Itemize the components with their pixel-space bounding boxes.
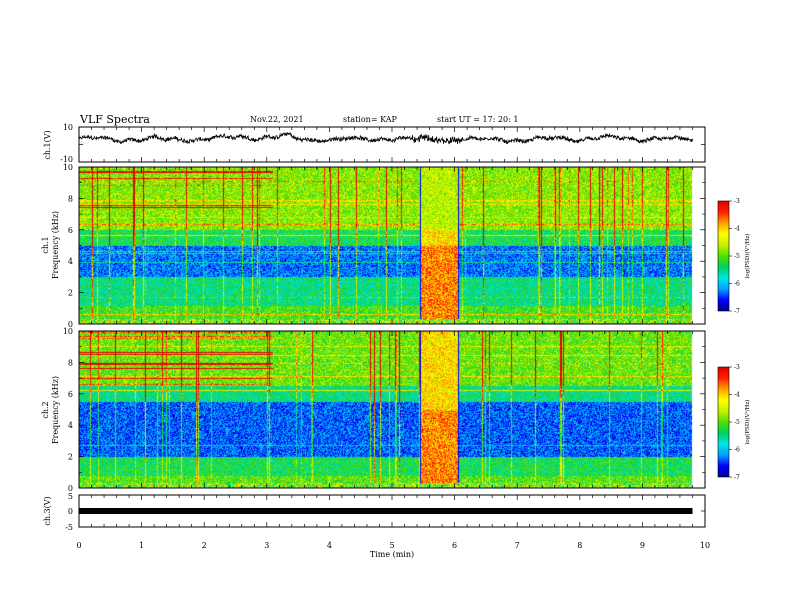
- ch1-colorbar-label: log(PSD)(V²/Hz): [744, 234, 751, 279]
- time-axis-tick-label: 6: [452, 541, 457, 550]
- ch2-colorbar-gradient: [717, 366, 730, 478]
- ch2-spec-ytick-label: 8: [68, 358, 73, 367]
- ch1-ytick-top: 10: [63, 123, 73, 132]
- ch1-spec-ytick-label: 0: [68, 320, 73, 329]
- time-axis-tick-label: 10: [700, 541, 710, 550]
- start-time-label: start UT = 17: 20: 1: [437, 115, 518, 124]
- ch2-spectrogram-panel: 0 2 4 6 8 10 ch.2 Frequency (kHz): [41, 327, 706, 493]
- ch1-spec-ytick-label: 2: [68, 289, 73, 298]
- time-axis-tick-label: 8: [577, 541, 582, 550]
- ch1-ytick-bottom: -10: [60, 155, 73, 164]
- ch2-spectrogram-image: [79, 331, 705, 488]
- time-axis-tick-label: 1: [139, 541, 144, 550]
- ch1-spectrogram-panel: 0 2 4 6 8 10 ch.1 Frequency (kHz): [41, 163, 706, 329]
- ch2-spec-ylabel-frequency: Frequency (kHz): [51, 376, 60, 444]
- ch1-colorbar-tick-label: -3: [734, 198, 740, 205]
- ch3-ylabel: ch.3(V): [43, 496, 52, 525]
- time-axis-tick-label: 2: [202, 541, 207, 550]
- date-label: Nov.22, 2021: [250, 115, 304, 124]
- ch1-colorbar-tick-label: -6: [734, 281, 740, 288]
- ch1-ylabel: ch.1(V): [43, 130, 52, 159]
- ch2-colorbar-tick-label: -7: [734, 474, 740, 481]
- ch2-spec-ylabel-channel: ch.2: [41, 401, 50, 418]
- ch1-colorbar-tick-label: -7: [734, 308, 740, 315]
- ch1-spec-ylabel-channel: ch.1: [41, 236, 50, 253]
- ch1-spec-ylabel-frequency: Frequency (kHz): [51, 211, 60, 279]
- ch1-waveform-panel: 10 -10 ch.1(V): [43, 123, 706, 164]
- ch1-waveform-frame: [78, 126, 706, 163]
- time-axis-tick-label: 9: [640, 541, 645, 550]
- time-axis-label: Time (min): [370, 550, 414, 559]
- ch1-spec-ytick-label: 8: [68, 194, 73, 203]
- ch3-ytick-mid: 0: [68, 507, 73, 516]
- ch2-colorbar-tick-label: -6: [734, 447, 740, 454]
- ch1-spec-ytick-label: 10: [63, 163, 73, 172]
- ch1-colorbar-tick-label: -4: [734, 226, 740, 233]
- station-label: station= KAP: [343, 115, 398, 124]
- ch3-ytick-top: 5: [68, 492, 73, 501]
- ch1-spectrogram-image: [79, 167, 705, 324]
- ch2-colorbar-tick-label: -4: [734, 392, 740, 399]
- time-axis-tick-label: 4: [327, 541, 332, 550]
- ch1-spec-ytick-label: 6: [68, 226, 73, 235]
- ch3-ytick-bottom: -5: [65, 523, 73, 532]
- ch2-colorbar-tick-label: -5: [734, 419, 740, 426]
- time-axis-tick-label: 7: [515, 541, 520, 550]
- ch2-spec-ytick-label: 10: [63, 327, 73, 336]
- time-axis-tick-label: 3: [264, 541, 269, 550]
- ch2-spec-ytick-label: 0: [68, 484, 73, 493]
- time-axis-tick-labels: 0 1 2 3 4 5 6 7 8 9 10: [76, 541, 710, 550]
- ch2-spec-ytick-label: 6: [68, 390, 73, 399]
- ch1-waveform-trace: [78, 132, 693, 145]
- ch2-colorbar: -3 -4 -5 -6 -7 log(PSD)(V²/Hz): [717, 364, 751, 481]
- time-axis-tick-label: 5: [389, 541, 394, 550]
- ch2-spec-ytick-label: 4: [68, 421, 73, 430]
- ch1-spec-ytick-label: 4: [68, 257, 73, 266]
- ch1-colorbar-gradient: [717, 200, 730, 312]
- ch3-signal-panel: 5 0 -5 ch.3(V): [43, 492, 706, 532]
- ch2-colorbar-tick-label: -3: [734, 364, 740, 371]
- ch1-colorbar-tick-label: -5: [734, 253, 740, 260]
- figure-title: VLF Spectra: [79, 113, 150, 126]
- ch3-signal-trace: [79, 508, 693, 514]
- time-axis-tick-label: 0: [76, 541, 81, 550]
- ch2-spec-ytick-label: 2: [68, 453, 73, 462]
- ch2-colorbar-label: log(PSD)(V²/Hz): [744, 400, 751, 445]
- ch1-colorbar: -3 -4 -5 -6 -7 log(PSD)(V²/Hz): [717, 198, 751, 315]
